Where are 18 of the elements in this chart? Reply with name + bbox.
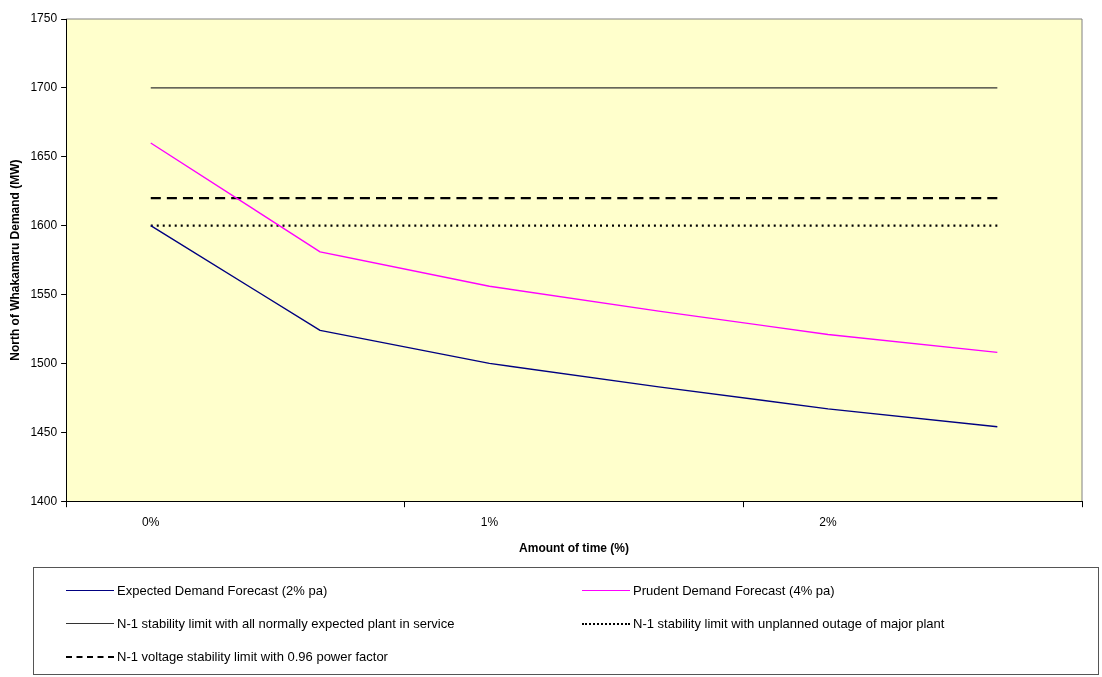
- y-tick-label: 1400: [30, 493, 58, 508]
- y-tick-label: 1500: [30, 355, 58, 370]
- y-tick-label: 1600: [30, 217, 58, 232]
- x-tick-label: 2%: [819, 514, 838, 529]
- y-tick-label: 1550: [30, 286, 58, 301]
- legend-label: Expected Demand Forecast (2% pa): [117, 583, 328, 598]
- y-tick-label: 1450: [30, 424, 58, 439]
- y-tick-label: 1750: [30, 11, 58, 26]
- y-tick-label: 1650: [30, 149, 58, 164]
- x-tick-label: 0%: [142, 514, 160, 529]
- legend-label: Prudent Demand Forecast (4% pa): [633, 583, 835, 598]
- legend-label: N-1 stability limit with unplanned outage of major plant: [633, 616, 945, 631]
- legend-label: N-1 voltage stability limit with 0.96 power factor: [117, 649, 388, 664]
- x-axis-title: Amount of time (%): [519, 541, 630, 556]
- x-tick-label: 1%: [480, 514, 499, 529]
- legend-label: N-1 stability limit with all normally expected plant in service: [117, 616, 455, 631]
- y-tick-label: 1700: [30, 80, 58, 95]
- y-axis-title: North of Whakamaru Demand (MW): [7, 159, 22, 361]
